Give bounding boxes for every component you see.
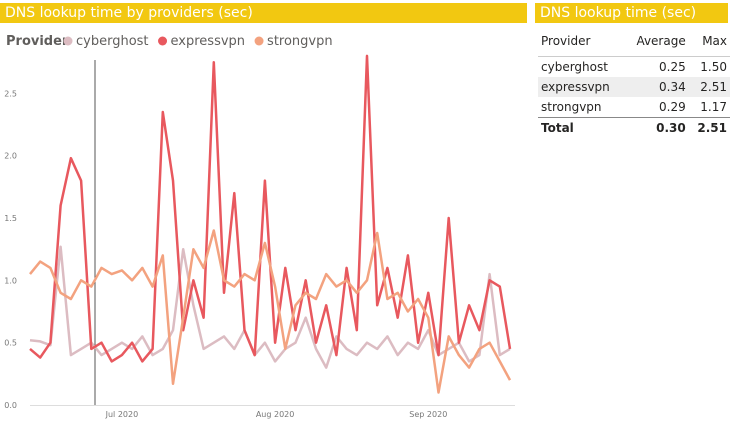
cell: 2.51 <box>688 77 730 97</box>
cell: 0.30 <box>624 117 689 137</box>
cell: 1.17 <box>700 100 727 114</box>
legend: Provider cyberghost expressvpn strongvpn <box>6 34 333 49</box>
x-tick-label: Aug 2020 <box>256 410 295 419</box>
header-cell: Provider <box>538 26 625 57</box>
cell: cyberghost <box>541 60 608 74</box>
y-tick-label: 0.5 <box>4 339 17 348</box>
table-header: Provider Average Max <box>538 26 730 57</box>
y-tick-label: 1.0 <box>4 276 17 285</box>
legend-marker <box>254 36 264 46</box>
table-title: DNS lookup time (sec) <box>535 3 728 23</box>
table: Provider Average Max cyberghost 0.25 1.5… <box>538 26 730 137</box>
series-line <box>29 229 512 394</box>
cell: 0.34 <box>624 77 689 97</box>
table-total: Total 0.30 2.51 <box>538 117 730 137</box>
chart: Provider cyberghost expressvpn strongvpn 0… <box>4 34 515 419</box>
cell: expressvpn <box>538 77 625 97</box>
legend-marker <box>158 36 168 46</box>
table-row: strongvpn 0.29 1.17 <box>538 97 730 118</box>
y-tick-label: 2.5 <box>4 89 17 98</box>
cell: 2.51 <box>688 117 730 137</box>
y-tick-label: 0.0 <box>4 401 17 410</box>
cell: strongvpn <box>541 100 602 114</box>
header-cell: Max <box>688 26 730 57</box>
series-line <box>29 54 512 363</box>
legend-label: cyberghost <box>76 34 149 49</box>
x-tick-label: Sep 2020 <box>409 410 447 419</box>
header-cell: Average <box>624 26 689 57</box>
cell: 0.25 <box>659 60 686 74</box>
cell: Total <box>538 117 625 137</box>
cell: 0.29 <box>659 100 686 114</box>
y-tick-label: 2.0 <box>4 152 17 161</box>
chart-title: DNS lookup time by providers (sec) <box>0 3 527 23</box>
x-tick-label: Jul 2020 <box>105 410 139 419</box>
legend-label: expressvpn <box>171 34 246 49</box>
y-tick-label: 1.5 <box>4 214 17 223</box>
cell: 1.50 <box>700 60 727 74</box>
table-row: expressvpn 0.34 2.51 <box>538 77 730 97</box>
legend-title: Provider <box>6 34 69 49</box>
legend-label: strongvpn <box>267 34 333 49</box>
legend-marker <box>63 36 73 46</box>
table-row: cyberghost 0.25 1.50 <box>538 57 730 78</box>
